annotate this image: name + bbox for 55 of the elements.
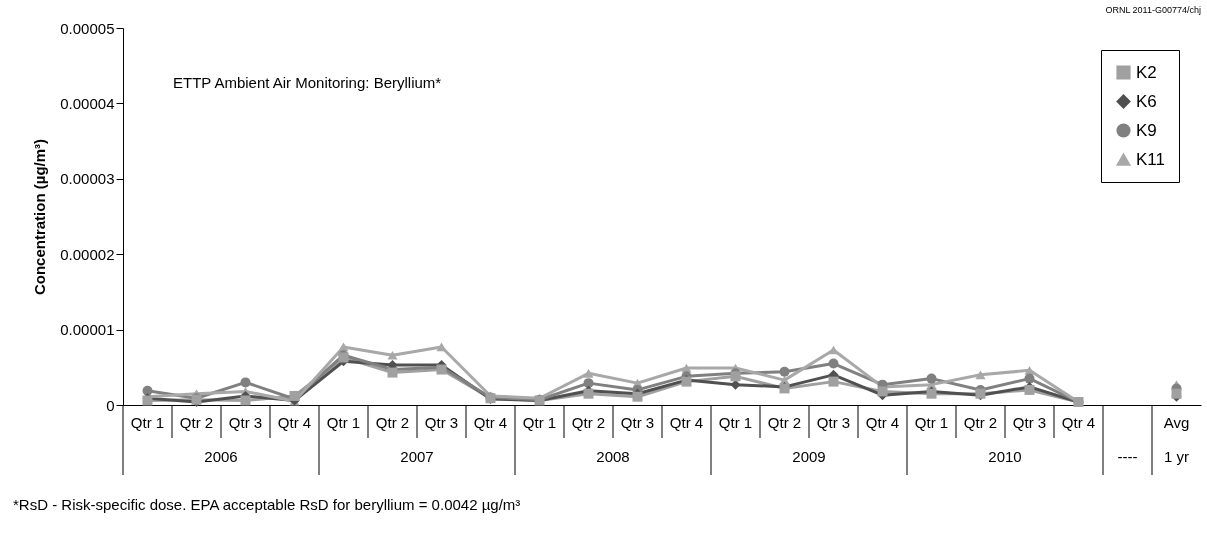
point [681,363,692,373]
text: 2006 [204,448,238,465]
text: 2008 [596,448,630,465]
y-tick-label: 0.00001 [60,321,115,339]
x-tick-label: Qtr 2 [375,414,410,431]
x-tick-label: Qtr 2 [963,414,998,431]
text: *RsD - Risk-specific dose. EPA acceptable RsD for beryllium = 0.0042 µg/m³ [13,496,521,513]
text: 2007 [400,448,434,465]
x-tick-label: Qtr 1 [914,414,949,431]
x-tick-label: Qtr 1 [130,414,165,431]
point [240,377,251,388]
text: ORNL 2011-G00774/chj [1105,5,1201,15]
legend-label: K6 [1136,91,1157,111]
x-tick-label: Qtr 4 [669,414,704,431]
point [387,350,398,360]
x-tick-label: Qtr 3 [620,414,655,431]
x-tick-label: Qtr 3 [816,414,851,431]
x-tick-label: Qtr 2 [767,414,802,431]
y-tick-label: 0.00003 [60,170,115,188]
x-tick-label: Avg [1163,414,1190,431]
x-tick-label: Qtr 4 [1061,414,1096,431]
text: 2010 [988,448,1022,465]
text: ---- [1117,448,1138,465]
point [975,370,986,380]
x-tick-label: Qtr 2 [179,414,214,431]
point [926,373,937,384]
legend-label: K2 [1136,62,1157,82]
y-tick-label: 0.00002 [60,245,115,263]
y-tick-label: 0.00005 [60,19,115,37]
point [240,395,251,406]
point [877,386,888,397]
text: 2009 [792,448,826,465]
x-tick-label: Qtr 3 [228,414,263,431]
x-tick-label: Qtr 4 [473,414,508,431]
x-tick-label: Qtr 3 [424,414,459,431]
x-tick-label: Qtr 3 [1012,414,1047,431]
text: ETTP Ambient Air Monitoring: Beryllium* [173,74,442,91]
x-tick-label: Qtr 4 [277,414,312,431]
text: 1 yr [1163,448,1190,465]
x-tick-label: Qtr 2 [571,414,606,431]
x-tick-label: Qtr 4 [865,414,900,431]
point [779,366,790,377]
y-tick-label: 0 [106,396,115,414]
x-tick-label: Qtr 1 [326,414,361,431]
point [583,369,594,378]
point [583,378,594,389]
y-tick-label: 0.00004 [60,94,115,112]
point [828,376,839,387]
legend-label: K11 [1136,149,1165,169]
point [289,390,300,401]
x-tick-label: Qtr 1 [718,414,753,431]
y-axis-title: Concentration (µg/m³) [31,138,49,296]
point [828,358,839,369]
x-tick-label: Qtr 1 [522,414,557,431]
legend-label: K9 [1136,120,1157,140]
